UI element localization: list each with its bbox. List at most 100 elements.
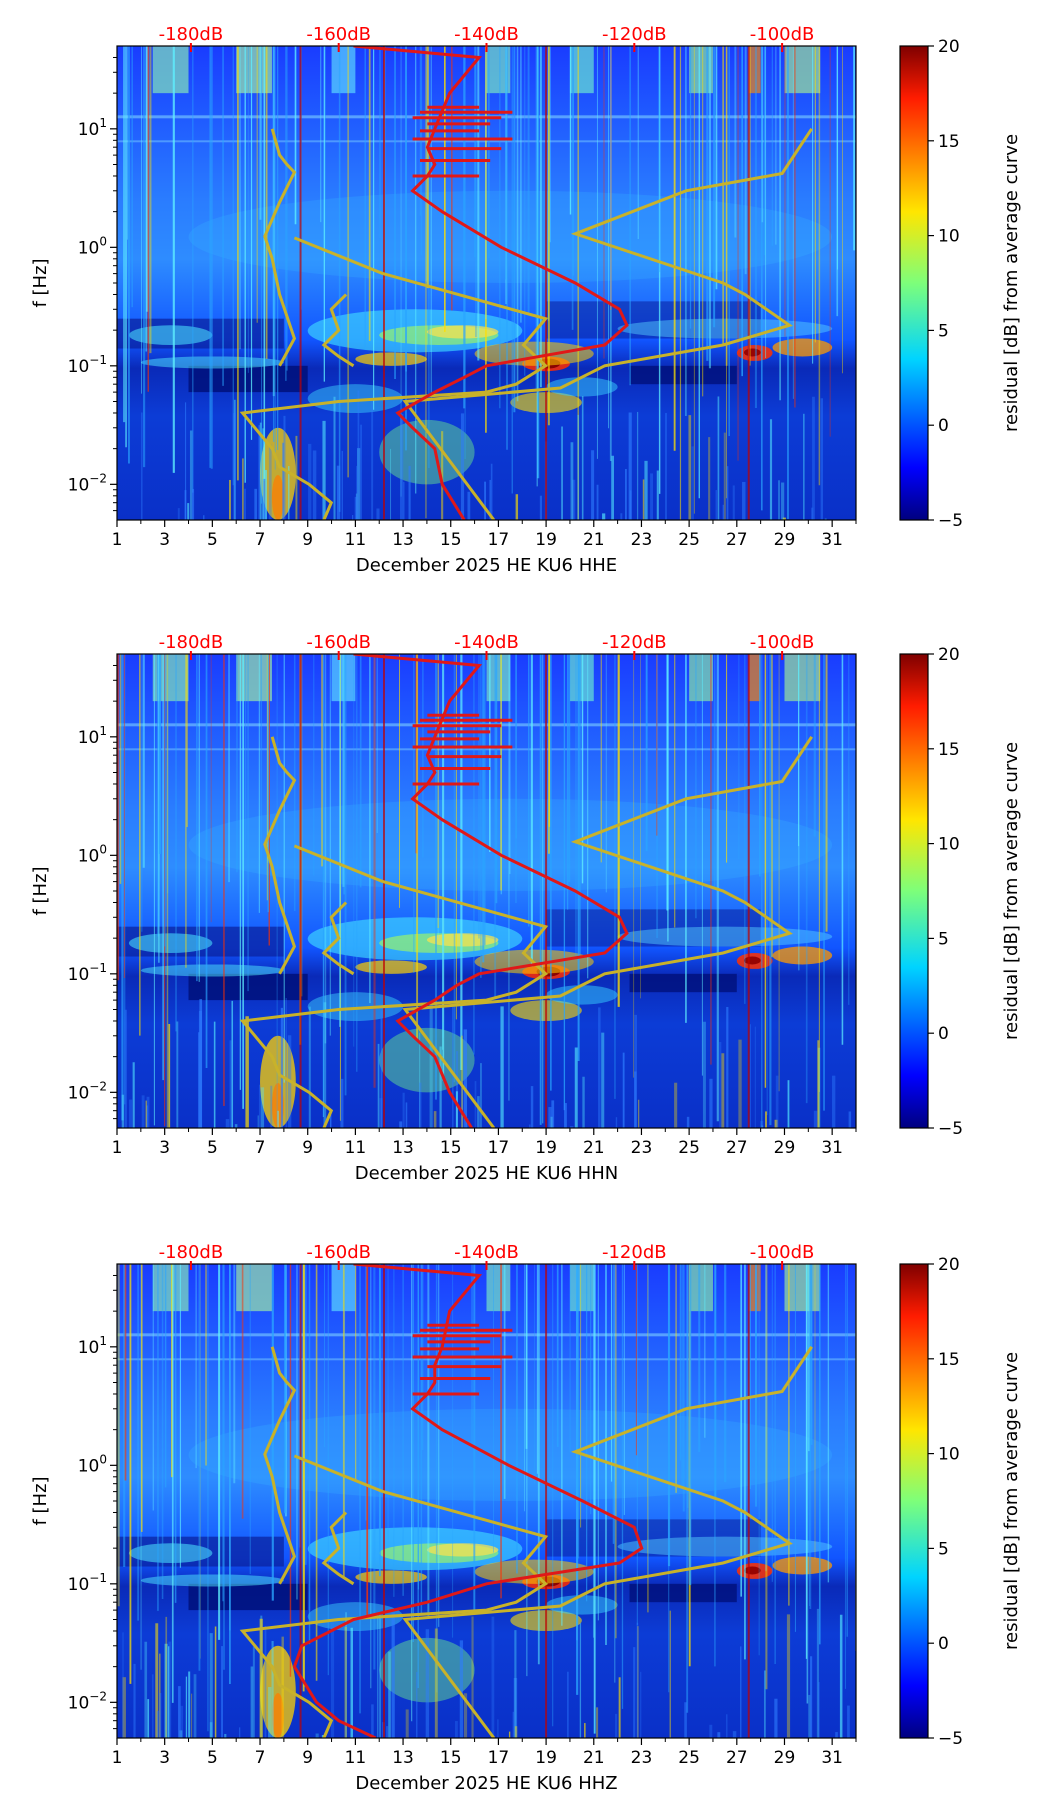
heatmap-area <box>117 46 856 520</box>
colorbar-gradient <box>899 1263 929 1739</box>
y-tick-base: 10 <box>68 475 90 495</box>
colorbar-tick-label: 15 <box>938 1350 960 1370</box>
colorbar-tick-label: 15 <box>938 132 960 152</box>
colorbar-label: residual [dB] from average curve <box>1001 742 1022 1040</box>
y-tick-base: 10 <box>68 1693 90 1713</box>
db-scale-label: -100dB <box>750 632 815 653</box>
colorbar-tick-label: 20 <box>938 645 960 665</box>
x-tick-label: 5 <box>207 1138 218 1158</box>
y-tick-label: 10−1 <box>68 1571 107 1595</box>
colorbar-tick-label: 15 <box>938 740 960 760</box>
noise-model-line-1 <box>239 1454 549 1738</box>
noise-model-line-2 <box>321 293 355 368</box>
colorbar: 20 15 10 5 0 −5 residual [dB] from average cur… <box>899 1255 1022 1749</box>
y-axis-label: f [Hz] <box>30 866 51 915</box>
x-tick-label: 23 <box>631 1138 653 1158</box>
x-tick-label: 23 <box>631 530 653 550</box>
colorbar-gradient <box>899 653 929 1129</box>
y-tick-exponent: −1 <box>89 1571 107 1585</box>
colorbar: 20 15 10 5 0 −5 residual [dB] from average cur… <box>899 645 1022 1139</box>
y-tick-exponent: −2 <box>89 1079 107 1093</box>
y-tick-base: 10 <box>68 357 90 377</box>
noise-model-lines <box>239 735 813 1128</box>
x-tick-label: 29 <box>774 1748 796 1768</box>
microseism-band <box>128 1408 833 1738</box>
x-tick-label: 29 <box>774 1138 796 1158</box>
db-scale-label: -160dB <box>306 632 371 653</box>
y-tick-label: 100 <box>78 1452 107 1476</box>
x-tick-label: 27 <box>726 1138 748 1158</box>
db-scale-label: -120dB <box>602 1242 667 1263</box>
db-scale-label: -180dB <box>159 632 224 653</box>
db-scale: -180dB -160dB -140dB -120dB -100dB <box>159 632 815 660</box>
db-scale-label: -140dB <box>454 632 519 653</box>
y-tick-base: 10 <box>78 1338 100 1358</box>
y-tick-base: 10 <box>78 728 100 748</box>
x-tick-label: 25 <box>678 1138 700 1158</box>
x-tick-label: 25 <box>678 530 700 550</box>
y-tick-exponent: 0 <box>99 1452 107 1466</box>
x-tick-label: 15 <box>440 1748 462 1768</box>
x-tick-label: 19 <box>535 1138 557 1158</box>
x-tick-label: 31 <box>821 1748 843 1768</box>
y-tick-exponent: −1 <box>89 353 107 367</box>
x-tick-label: 13 <box>392 1748 414 1768</box>
y-tick-base: 10 <box>78 120 100 140</box>
x-tick-label: 13 <box>392 1138 414 1158</box>
y-tick-label: 100 <box>78 842 107 866</box>
x-tick-label: 3 <box>159 1138 170 1158</box>
noise-model-line-0 <box>263 128 297 367</box>
x-tick-label: 11 <box>345 530 367 550</box>
y-tick-label: 100 <box>78 234 107 258</box>
x-tick-label: 31 <box>821 530 843 550</box>
colorbar-tick-label: 5 <box>938 321 949 341</box>
colorbar: 20 15 10 5 0 −5 residual [dB] from average cur… <box>899 37 1022 531</box>
y-tick-exponent: −2 <box>89 471 107 485</box>
x-tick-label: 23 <box>631 1748 653 1768</box>
db-scale-label: -160dB <box>306 24 371 45</box>
y-tick-base: 10 <box>68 1083 90 1103</box>
y-tick-label: 10−1 <box>68 961 107 985</box>
colorbar-tick-label: 10 <box>938 227 960 247</box>
x-tick-label: 19 <box>535 530 557 550</box>
transient-streaks <box>123 46 856 520</box>
colorbar-tick-label: −5 <box>938 1119 963 1139</box>
x-tick-label: 9 <box>302 1748 313 1768</box>
x-tick-label: 19 <box>535 1748 557 1768</box>
x-tick-label: 7 <box>255 530 266 550</box>
x-tick-label: 9 <box>302 1138 313 1158</box>
db-scale-label: -100dB <box>750 1242 815 1263</box>
x-tick-label: 21 <box>583 530 605 550</box>
colorbar-tick-label: −5 <box>938 511 963 531</box>
y-tick-base: 10 <box>78 846 100 866</box>
db-scale-label: -140dB <box>454 1242 519 1263</box>
colorbar-tick-label: 20 <box>938 37 960 57</box>
y-tick-exponent: 0 <box>99 842 107 856</box>
db-scale: -180dB -160dB -140dB -120dB -100dB <box>159 24 814 52</box>
y-tick-exponent: 1 <box>99 116 107 130</box>
x-tick-label: 29 <box>774 530 796 550</box>
y-tick-base: 10 <box>68 965 90 985</box>
y-axis-label: f [Hz] <box>30 1476 51 1525</box>
x-tick-label: 1 <box>112 530 123 550</box>
colorbar-tick-label: 0 <box>938 1634 949 1654</box>
y-tick-label: 10−2 <box>68 471 107 495</box>
y-tick-exponent: −2 <box>89 1689 107 1703</box>
db-scale-label: -160dB <box>306 1242 371 1263</box>
db-scale-label: -180dB <box>159 24 224 45</box>
db-scale-label: -140dB <box>454 24 519 45</box>
x-tick-label: 1 <box>112 1138 123 1158</box>
x-tick-label: 7 <box>255 1748 266 1768</box>
noise-model-line-3 <box>402 735 813 1128</box>
y-tick-label: 10−2 <box>68 1079 107 1103</box>
noise-model-line-3 <box>402 127 813 520</box>
y-tick-exponent: −1 <box>89 961 107 975</box>
